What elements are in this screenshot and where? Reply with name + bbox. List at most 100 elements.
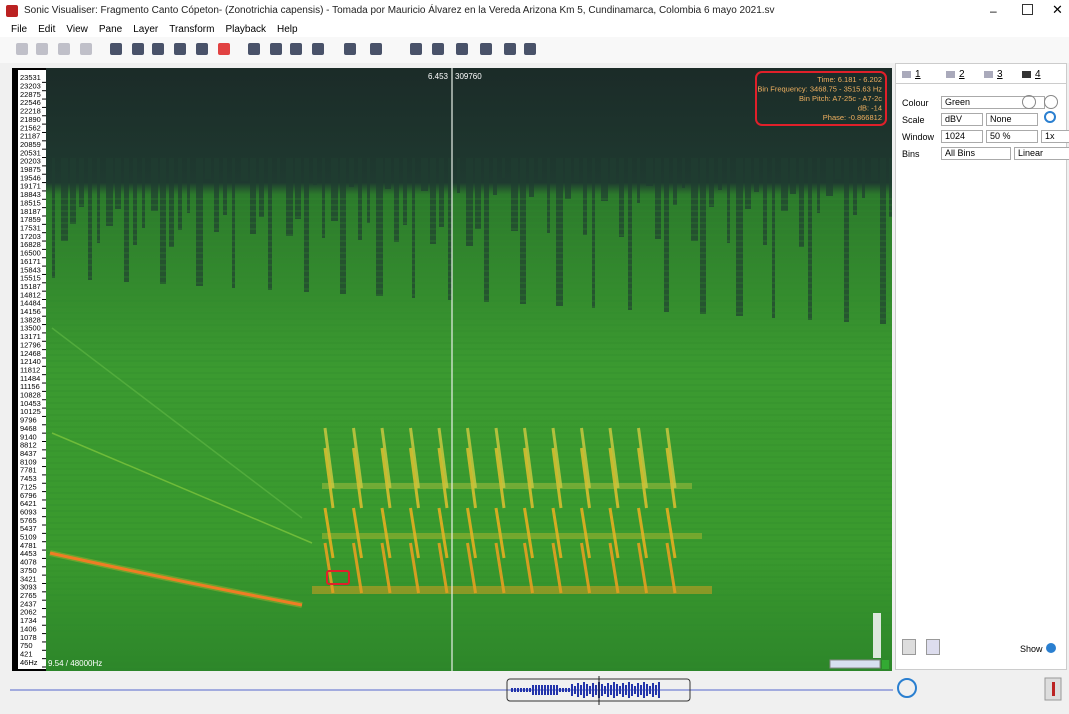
dark-band <box>340 158 346 294</box>
dial[interactable] <box>1022 95 1036 109</box>
minimize[interactable]: – <box>990 4 997 18</box>
menu-item[interactable]: Pane <box>99 22 122 37</box>
dark-band <box>610 158 616 184</box>
noise-band <box>46 294 892 296</box>
menu-item[interactable]: Help <box>277 22 298 37</box>
combo-box[interactable]: 50 % <box>986 130 1038 143</box>
maximize[interactable] <box>1022 4 1033 15</box>
dark-band <box>88 158 92 280</box>
toolbar-button[interactable] <box>58 43 70 55</box>
toolbar-button[interactable] <box>174 43 186 55</box>
zoom-slider[interactable] <box>830 660 880 668</box>
menu-item[interactable]: File <box>11 22 27 37</box>
menu-item[interactable]: Layer <box>133 22 158 37</box>
noise-band <box>46 570 892 572</box>
noise-band <box>46 282 892 284</box>
combo-box[interactable]: 1x <box>1041 130 1069 143</box>
noise-band <box>46 492 892 494</box>
dark-band <box>754 158 759 192</box>
toolbar-button[interactable] <box>16 43 28 55</box>
toolbar-button[interactable] <box>36 43 48 55</box>
toolbar-button[interactable] <box>504 43 516 55</box>
dark-band <box>430 158 436 244</box>
property-label: Colour <box>902 98 929 108</box>
dial[interactable] <box>1044 111 1056 123</box>
toolbar-button[interactable] <box>432 43 444 55</box>
toolbar-button[interactable] <box>196 43 208 55</box>
dark-band <box>241 158 248 181</box>
overview <box>0 672 1069 711</box>
dark-band <box>781 158 788 211</box>
tab[interactable]: 3 <box>997 69 1003 80</box>
combo-box[interactable]: Linear <box>1014 147 1069 160</box>
menu-item[interactable]: Transform <box>169 22 214 37</box>
speed-dial[interactable] <box>898 679 916 697</box>
info-line: Bin Frequency: 3468.75 - 3515.63 Hz <box>757 84 882 93</box>
toolbar-button[interactable] <box>290 43 302 55</box>
noise-band <box>46 300 892 302</box>
toolbar-button[interactable] <box>248 43 260 55</box>
toolbar-button[interactable] <box>410 43 422 55</box>
toolbar-button[interactable] <box>152 43 164 55</box>
tab-icon <box>1022 71 1031 78</box>
band <box>322 483 692 489</box>
dial[interactable] <box>1044 95 1058 109</box>
toolbar-button[interactable] <box>110 43 122 55</box>
toolbar-button[interactable] <box>370 43 382 55</box>
combo-box[interactable]: dBV <box>941 113 983 126</box>
noise-band <box>46 666 892 668</box>
noise-band <box>46 498 892 500</box>
noise-band <box>46 402 892 404</box>
dark-band <box>493 158 497 195</box>
zoom-level: 9.54 / 48000Hz <box>48 659 102 668</box>
toolbar-button[interactable] <box>456 43 468 55</box>
noise-band <box>46 336 892 338</box>
noise-band <box>46 204 892 206</box>
toolbar-button[interactable] <box>132 43 144 55</box>
menu-item[interactable]: Edit <box>38 22 55 37</box>
dark-band <box>223 158 227 215</box>
tab[interactable]: 1 <box>915 69 921 80</box>
show-toggle[interactable] <box>1046 643 1056 653</box>
close[interactable]: ✕ <box>1052 2 1063 18</box>
combo-box[interactable]: 1024 <box>941 130 983 143</box>
dark-band <box>646 158 653 186</box>
combo-box[interactable]: All Bins <box>941 147 1011 160</box>
title-bar: Sonic Visualiser: Fragmento Canto Cópeto… <box>0 0 1069 22</box>
info-button[interactable] <box>902 639 916 655</box>
noise-band <box>46 198 892 200</box>
tab-separator <box>896 83 1066 84</box>
layer-button[interactable] <box>926 639 940 655</box>
combo-box[interactable]: None <box>986 113 1038 126</box>
tab[interactable]: 2 <box>959 69 965 80</box>
noise-band <box>46 258 892 260</box>
noise-band <box>46 312 892 314</box>
noise-band <box>46 372 892 374</box>
toolbar-button[interactable] <box>218 43 230 55</box>
toolbar-button[interactable] <box>270 43 282 55</box>
menu-item[interactable]: View <box>66 22 88 37</box>
noise-band <box>46 636 892 638</box>
toolbar-button[interactable] <box>480 43 492 55</box>
noise-band <box>46 396 892 398</box>
dark-band <box>601 158 608 201</box>
toolbar-button[interactable] <box>524 43 536 55</box>
toolbar-button[interactable] <box>344 43 356 55</box>
dark-band <box>727 158 730 243</box>
info-line: Phase: -0.866812 <box>823 113 882 122</box>
toolbar-button[interactable] <box>80 43 92 55</box>
dark-band <box>277 158 280 183</box>
toolbar-button[interactable] <box>312 43 324 55</box>
noise-band <box>46 330 892 332</box>
property-label: Scale <box>902 115 925 125</box>
noise-band <box>46 630 892 632</box>
dark-band <box>70 158 76 224</box>
tab[interactable]: 4 <box>1035 69 1041 80</box>
dark-band <box>745 158 751 209</box>
info-line: Bin Pitch: A7-25c - A7-2c <box>799 94 882 103</box>
info-line: Time: 6.181 - 6.202 <box>817 75 882 84</box>
menu-item[interactable]: Playback <box>225 22 266 37</box>
noise-band <box>46 624 892 626</box>
dark-band <box>637 158 640 203</box>
dark-band <box>871 158 878 181</box>
